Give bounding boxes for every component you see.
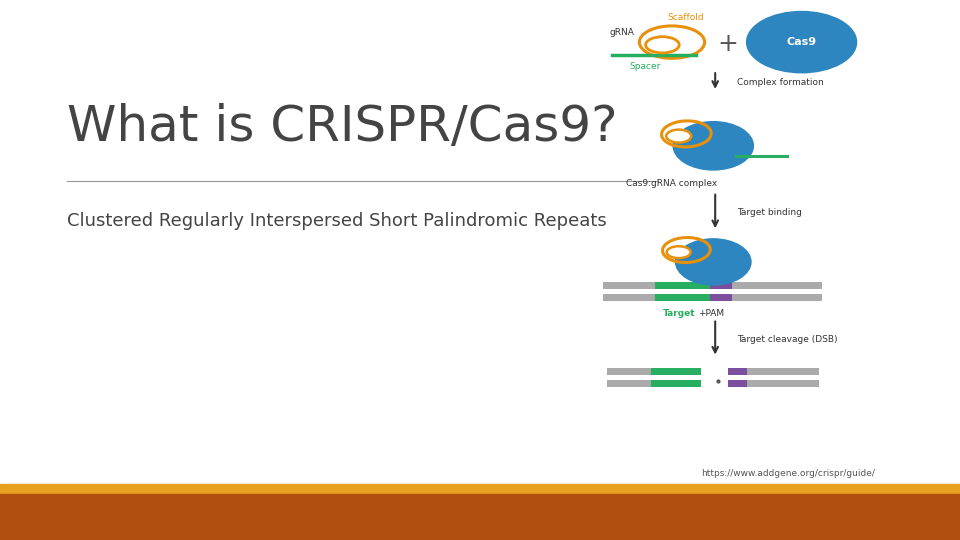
Text: Cas9: Cas9 <box>786 37 817 47</box>
Bar <box>607 368 701 375</box>
Ellipse shape <box>675 238 752 286</box>
Bar <box>655 282 710 289</box>
Ellipse shape <box>672 121 754 171</box>
Text: What is CRISPR/Cas9?: What is CRISPR/Cas9? <box>67 103 618 151</box>
Bar <box>603 294 822 301</box>
Circle shape <box>746 11 857 73</box>
Text: Spacer: Spacer <box>630 62 661 71</box>
Ellipse shape <box>666 130 691 143</box>
Text: +PAM: +PAM <box>698 309 724 318</box>
Bar <box>651 380 701 387</box>
Bar <box>655 294 710 301</box>
Bar <box>728 380 747 387</box>
Text: Target binding: Target binding <box>737 208 803 217</box>
Bar <box>607 380 701 387</box>
Bar <box>651 368 701 375</box>
Text: Target cleavage (DSB): Target cleavage (DSB) <box>737 335 838 343</box>
Text: Scaffold: Scaffold <box>667 13 704 22</box>
Text: Cas9:gRNA complex: Cas9:gRNA complex <box>626 179 718 188</box>
Bar <box>728 368 819 375</box>
Bar <box>728 380 819 387</box>
Text: gRNA: gRNA <box>610 28 635 37</box>
Text: https://www.addgene.org/crispr/guide/: https://www.addgene.org/crispr/guide/ <box>701 469 875 478</box>
Text: Clustered Regularly Interspersed Short Palindromic Repeats: Clustered Regularly Interspersed Short P… <box>67 212 607 230</box>
Bar <box>0 484 960 494</box>
Bar <box>710 282 732 289</box>
Text: Complex formation: Complex formation <box>737 78 824 86</box>
Bar <box>603 282 822 289</box>
Bar <box>0 494 960 540</box>
Ellipse shape <box>645 37 679 53</box>
Bar <box>728 368 747 375</box>
Ellipse shape <box>666 246 690 258</box>
Bar <box>710 294 732 301</box>
Text: Target: Target <box>662 309 695 318</box>
Text: +: + <box>717 32 738 56</box>
